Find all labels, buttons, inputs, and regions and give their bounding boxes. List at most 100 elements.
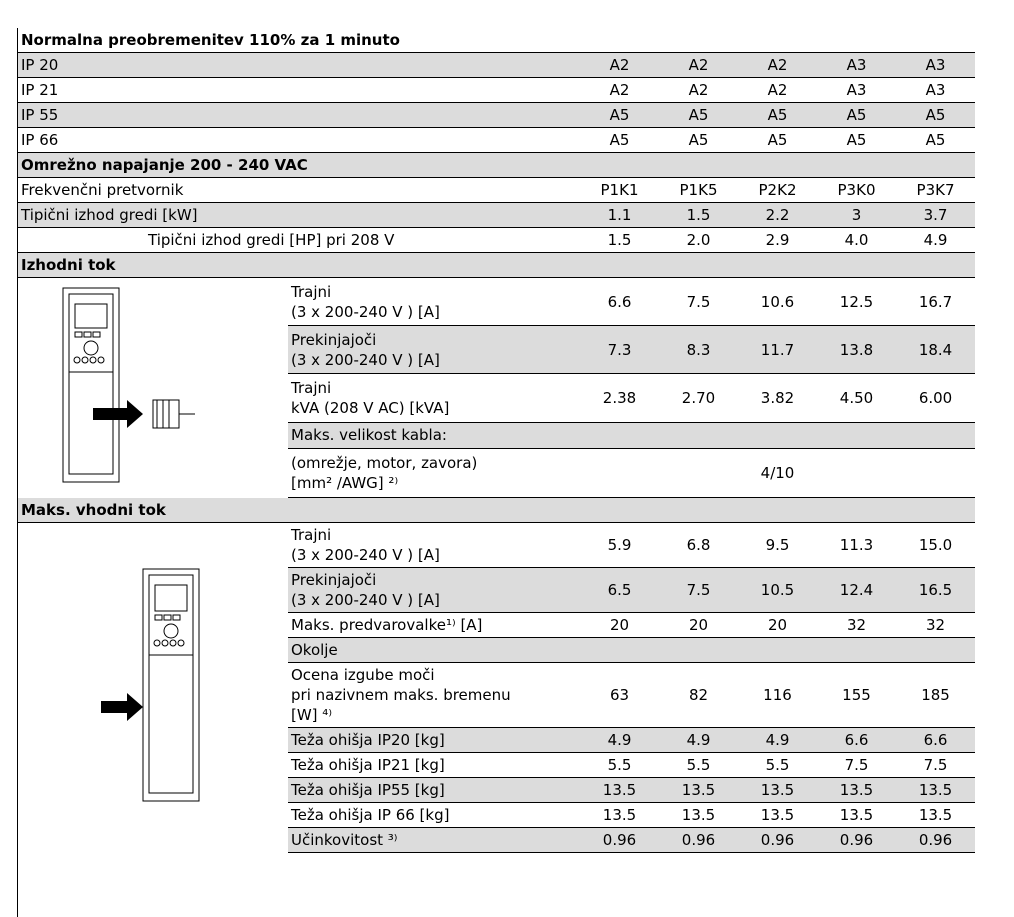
value-cell: 32 — [817, 612, 896, 638]
label-line: Trajni — [291, 282, 332, 301]
value: A5 — [688, 131, 709, 149]
value: A5 — [846, 106, 867, 124]
value-cell: A2 — [738, 77, 817, 103]
value-cell: 13.5 — [738, 777, 817, 803]
value: 13.8 — [839, 340, 874, 359]
value: 13.5 — [760, 780, 795, 799]
table-row: Teža ohišja IP20 [kg] 4.9 4.9 4.9 6.6 6.6 — [18, 727, 976, 753]
table-row: Maks. velikost kabla: — [18, 422, 976, 450]
value: A5 — [609, 106, 630, 124]
row-label: Trajni kVA (208 V AC) [kVA] — [288, 373, 580, 423]
value-cell: 5.9 — [580, 522, 659, 568]
value-cell: A5 — [659, 127, 738, 153]
table-row: Prekinjajoči (3 x 200-240 V ) [A] 6.5 7.5 10… — [18, 567, 976, 613]
table-row: Maks. predvarovalke¹⁾ [A] 20 20 20 32 32 — [18, 612, 976, 638]
value-cell: 3.82 — [738, 373, 817, 423]
value-cell: 2.0 — [659, 227, 738, 253]
value: 4.9 — [686, 730, 711, 749]
value-cell — [896, 448, 976, 498]
value: A2 — [609, 56, 630, 74]
table-row: Tipični izhod gredi [kW] 1.1 1.5 2.2 3 3.7 — [18, 202, 976, 228]
value: 5.5 — [686, 755, 711, 774]
value: 4.9 — [607, 730, 632, 749]
label-line: [mm² /AWG] ²⁾ — [291, 473, 399, 492]
value: 13.5 — [681, 780, 716, 799]
value-cell: 13.8 — [817, 325, 896, 375]
value: 6.6 — [923, 730, 948, 749]
value-cell: 13.5 — [817, 802, 896, 828]
value-cell: P3K7 — [896, 177, 976, 203]
value: 6.5 — [607, 580, 632, 599]
value-cell: A5 — [580, 102, 659, 128]
value-cell: 2.38 — [580, 373, 659, 423]
value: 20 — [767, 615, 788, 634]
value-cell: 4.9 — [896, 227, 976, 253]
value-cell — [896, 637, 976, 663]
drive-figure — [101, 568, 200, 802]
value-cell: A3 — [896, 52, 976, 78]
value: 3.82 — [760, 388, 795, 407]
row-label: Trajni (3 x 200-240 V ) [A] — [288, 277, 580, 327]
label-line: Maks. velikost kabla: — [291, 426, 447, 445]
value-cell: A5 — [738, 127, 817, 153]
value: 7.5 — [686, 292, 711, 311]
value: 6.00 — [918, 388, 953, 407]
value-cell: 2.2 — [738, 202, 817, 228]
table-row: (omrežje, motor, zavora) [mm² /AWG] ²⁾ 4/1… — [18, 448, 976, 498]
value: 15.0 — [918, 535, 953, 554]
row-label: Tipični izhod gredi [HP] pri 208 V — [18, 227, 580, 253]
row-label: IP 20 — [18, 52, 580, 78]
value: A5 — [846, 131, 867, 149]
row-label: IP 66 — [18, 127, 580, 153]
value: 3.7 — [923, 206, 948, 224]
value: 13.5 — [760, 805, 795, 824]
label-line: Teža ohišja IP55 [kg] — [291, 780, 445, 799]
row-label: Teža ohišja IP21 [kg] — [288, 752, 580, 778]
value: P3K7 — [916, 181, 955, 199]
label-line: Prekinjajoči — [291, 570, 377, 589]
value: A2 — [688, 56, 709, 74]
value-cell — [659, 637, 738, 663]
value: 2.9 — [765, 231, 790, 249]
row-label: Prekinjajoči (3 x 200-240 V ) [A] — [288, 325, 580, 375]
value-cell: P1K1 — [580, 177, 659, 203]
value-cell: 7.5 — [659, 567, 738, 613]
value-cell: 185 — [896, 662, 976, 728]
row-label: Trajni (3 x 200-240 V ) [A] — [288, 522, 580, 568]
value: P1K5 — [679, 181, 718, 199]
value: 11.7 — [760, 340, 795, 359]
value: 0.96 — [681, 830, 716, 849]
value: 2.70 — [681, 388, 716, 407]
value-cell: 155 — [817, 662, 896, 728]
value: 16.5 — [918, 580, 953, 599]
section-heading: Maks. vhodni tok — [18, 497, 976, 523]
value-cell: 6.00 — [896, 373, 976, 423]
value-cell: 13.5 — [659, 802, 738, 828]
row-label: Teža ohišja IP55 [kg] — [288, 777, 580, 803]
value-cell: 82 — [659, 662, 738, 728]
table-row: Prekinjajoči (3 x 200-240 V ) [A] 7.3 8.3 11… — [18, 325, 976, 375]
value-cell — [738, 637, 817, 663]
table-row: Frekvenčni pretvornik P1K1 P1K5 P2K2 P3K0 P3K… — [18, 177, 976, 203]
value: 155 — [842, 685, 871, 704]
value-cell: 10.6 — [738, 277, 817, 327]
value-cell — [580, 448, 659, 498]
value-cell: 11.3 — [817, 522, 896, 568]
value: 5.5 — [607, 755, 632, 774]
value-cell: P2K2 — [738, 177, 817, 203]
row-label: (omrežje, motor, zavora) [mm² /AWG] ²⁾ — [288, 448, 580, 498]
value-cell: 2.70 — [659, 373, 738, 423]
table-row: IP 21 A2 A2 A2 A3 A3 — [18, 77, 976, 103]
row-label: Teža ohišja IP 66 [kg] — [288, 802, 580, 828]
value: A3 — [925, 81, 946, 99]
table-row: Okolje — [18, 637, 976, 663]
value-cell: A2 — [580, 52, 659, 78]
figure-cell — [18, 522, 288, 852]
value: 13.5 — [839, 780, 874, 799]
value: A2 — [688, 81, 709, 99]
value-cell: 6.6 — [896, 727, 976, 753]
value-cell: 6.5 — [580, 567, 659, 613]
value: 13.5 — [681, 805, 716, 824]
value-cell: 4/10 — [738, 448, 817, 498]
